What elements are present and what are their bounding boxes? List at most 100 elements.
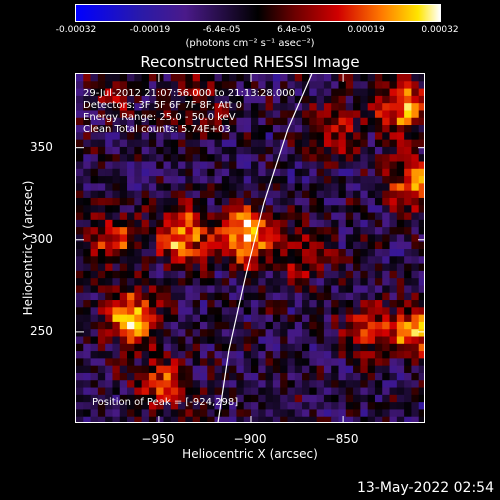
- heatmap-cell: [345, 227, 354, 235]
- heatmap-cell: [316, 285, 325, 294]
- heatmap-cell: [272, 154, 281, 162]
- heatmap-cell: [404, 292, 412, 301]
- heatmap-cell: [134, 146, 143, 155]
- heatmap-cell: [112, 132, 121, 141]
- heatmap-cell: [294, 263, 303, 272]
- heatmap-cell: [178, 387, 186, 396]
- heatmap-cell: [396, 314, 405, 323]
- heatmap-cell: [221, 234, 230, 243]
- heatmap-cell: [243, 139, 252, 148]
- heatmap-cell: [294, 292, 303, 301]
- heatmap-cell: [272, 409, 281, 418]
- heatmap-cell: [331, 300, 339, 308]
- heatmap-cell: [302, 402, 310, 410]
- heatmap-cell: [105, 117, 113, 126]
- heatmap-cell: [119, 241, 128, 250]
- heatmap-cell: [280, 256, 288, 264]
- heatmap-cell: [207, 351, 215, 359]
- heatmap-cell: [127, 146, 135, 155]
- heatmap-cell: [353, 190, 361, 199]
- heatmap-cell: [185, 197, 194, 206]
- heatmap-cell: [411, 74, 420, 82]
- heatmap-cell: [360, 343, 369, 352]
- heatmap-cell: [338, 197, 347, 206]
- heatmap-cell: [280, 300, 288, 308]
- heatmap-cell: [272, 314, 281, 323]
- heatmap-cell: [112, 176, 121, 184]
- heatmap-cell: [207, 402, 215, 410]
- heatmap-cell: [287, 336, 296, 345]
- heatmap-cell: [192, 176, 201, 184]
- heatmap-cell: [141, 292, 150, 301]
- heatmap-cell: [112, 212, 121, 221]
- heatmap-cell: [83, 343, 91, 352]
- heatmap-cell: [353, 292, 361, 301]
- heatmap-cell: [170, 351, 179, 359]
- heatmap-cell: [141, 154, 150, 162]
- heatmap-cell: [199, 402, 208, 410]
- heatmap-cell: [148, 343, 157, 352]
- heatmap-cell: [243, 365, 252, 374]
- heatmap-cell: [134, 249, 143, 257]
- heatmap-cell: [323, 365, 332, 374]
- heatmap-cell: [265, 125, 274, 133]
- heatmap-cell: [178, 307, 186, 316]
- heatmap-cell: [119, 74, 128, 82]
- heatmap-cell: [389, 351, 398, 359]
- heatmap-cell: [338, 365, 347, 374]
- heatmap-cell: [294, 139, 303, 148]
- heatmap-cell: [360, 117, 369, 126]
- heatmap-cell: [404, 380, 412, 388]
- heatmap-cell: [148, 227, 157, 235]
- heatmap-cell: [353, 110, 361, 119]
- heatmap-cell: [243, 394, 252, 403]
- heatmap-cell: [199, 117, 208, 126]
- heatmap-cell: [199, 183, 208, 192]
- heatmap-cell: [178, 234, 186, 243]
- heatmap-cell: [360, 263, 369, 272]
- heatmap-cell: [345, 132, 354, 141]
- heatmap-cell: [243, 249, 252, 257]
- heatmap-cell: [156, 358, 164, 367]
- heatmap-cell: [229, 387, 237, 396]
- heatmap-cell: [76, 117, 84, 126]
- heatmap-cell: [221, 372, 230, 381]
- heatmap-cell: [251, 95, 259, 104]
- heatmap-cell: [76, 95, 84, 104]
- heatmap-cell: [323, 380, 332, 388]
- heatmap-cell: [411, 176, 420, 184]
- heatmap-cell: [141, 241, 150, 250]
- heatmap-cell: [294, 402, 303, 410]
- heatmap-cell: [287, 394, 296, 403]
- heatmap-cell: [353, 168, 361, 177]
- heatmap-cell: [76, 234, 84, 243]
- heatmap-cell: [353, 416, 361, 422]
- heatmap-cell: [323, 307, 332, 316]
- heatmap-cell: [192, 249, 201, 257]
- heatmap-cell: [148, 197, 157, 206]
- heatmap-cell: [156, 139, 164, 148]
- heatmap-cell: [97, 132, 106, 141]
- heatmap-cell: [236, 314, 245, 323]
- heatmap-cell: [148, 278, 157, 286]
- heatmap-cell: [389, 212, 398, 221]
- heatmap-cell: [192, 387, 201, 396]
- heatmap-cell: [418, 234, 424, 243]
- heatmap-cell: [353, 234, 361, 243]
- heatmap-cell: [178, 241, 186, 250]
- heatmap-cell: [258, 197, 266, 206]
- heatmap-cell: [302, 103, 310, 111]
- heatmap-cell: [294, 416, 303, 422]
- heatmap-cell: [90, 205, 99, 213]
- heatmap-cell: [236, 168, 245, 177]
- heatmap-cell: [170, 197, 179, 206]
- heatmap-cell: [418, 117, 424, 126]
- heatmap-cell: [382, 380, 390, 388]
- heatmap-cell: [134, 154, 143, 162]
- heatmap-cell: [302, 285, 310, 294]
- heatmap-cell: [148, 380, 157, 388]
- heatmap-cell: [251, 74, 259, 82]
- heatmap-cell: [302, 197, 310, 206]
- heatmap-cell: [316, 249, 325, 257]
- heatmap-cell: [90, 161, 99, 170]
